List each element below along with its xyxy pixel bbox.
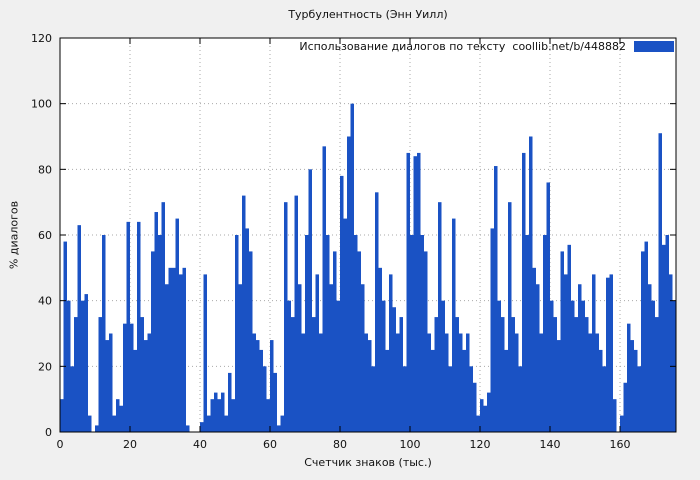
svg-text:40: 40 bbox=[193, 438, 207, 451]
legend: Использование диалогов по тексту coollib… bbox=[299, 40, 674, 53]
svg-text:40: 40 bbox=[38, 295, 52, 308]
chart-title: Турбулентность (Энн Уилл) bbox=[288, 8, 448, 21]
svg-text:100: 100 bbox=[400, 438, 421, 451]
svg-text:80: 80 bbox=[333, 438, 347, 451]
svg-text:0: 0 bbox=[45, 426, 52, 439]
svg-text:60: 60 bbox=[263, 438, 277, 451]
legend-swatch-icon bbox=[634, 41, 674, 52]
svg-text:160: 160 bbox=[610, 438, 631, 451]
svg-text:60: 60 bbox=[38, 229, 52, 242]
svg-text:0: 0 bbox=[57, 438, 64, 451]
svg-text:120: 120 bbox=[31, 32, 52, 45]
svg-text:140: 140 bbox=[540, 438, 561, 451]
x-axis-label: Счетчик знаков (тыс.) bbox=[304, 456, 432, 469]
y-axis-label: % диалогов bbox=[7, 200, 21, 270]
svg-text:120: 120 bbox=[470, 438, 491, 451]
svg-text:20: 20 bbox=[123, 438, 137, 451]
svg-text:80: 80 bbox=[38, 163, 52, 176]
svg-text:100: 100 bbox=[31, 98, 52, 111]
legend-label: Использование диалогов по тексту coollib… bbox=[299, 40, 626, 53]
svg-text:20: 20 bbox=[38, 360, 52, 373]
